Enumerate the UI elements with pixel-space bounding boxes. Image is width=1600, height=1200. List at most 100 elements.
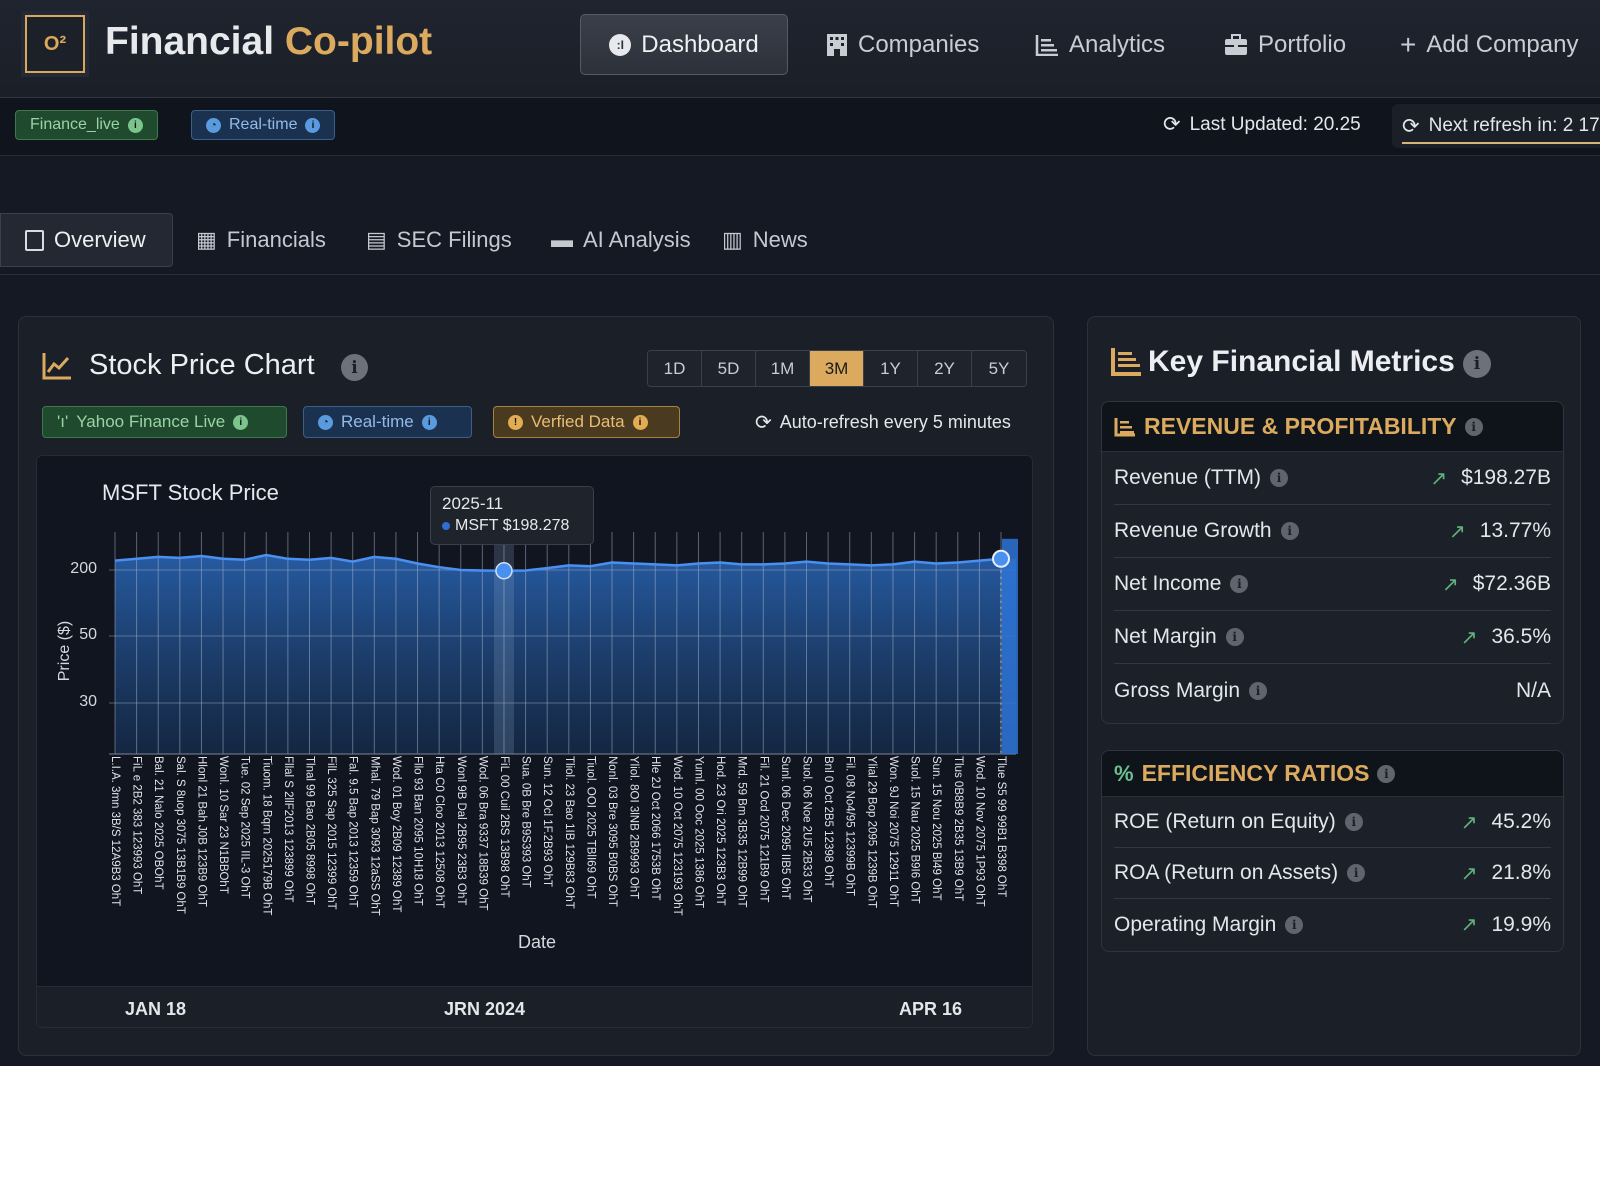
trend-up-icon: ↗: [1449, 520, 1466, 543]
highlighted-point[interactable]: [495, 562, 513, 580]
info-icon[interactable]: i: [632, 414, 648, 430]
trend-up-icon: ↗: [1460, 862, 1478, 885]
x-tick-label: L.I.A. 3mn 3B/S 12A9B3 OhT: [109, 756, 121, 907]
range-1d-button[interactable]: 1D: [648, 351, 702, 386]
navigator-mid-label: JRN 2024: [444, 999, 526, 1019]
stock-chart[interactable]: [37, 456, 1033, 1028]
info-icon[interactable]: i: [1249, 681, 1268, 700]
info-icon[interactable]: i: [1230, 575, 1249, 593]
range-5d-button[interactable]: 5D: [702, 351, 756, 386]
range-2y-button[interactable]: 2Y: [918, 351, 972, 386]
metric-label: ROA (Return on Assets): [1114, 861, 1339, 884]
stock-card-title: Stock Price Chart: [89, 349, 315, 381]
metric-row: Gross Margin i N/A: [1114, 664, 1551, 717]
calculator-icon: ▦: [196, 227, 217, 252]
metric-value: 36.5%: [1491, 625, 1551, 648]
range-selector: 1D 5D 1M 3M 1Y 2Y 5Y: [647, 350, 1027, 387]
x-tick-label: FilL 325 Sap 2015 12399 OhT: [325, 756, 338, 910]
metric-label: Net Income: [1114, 572, 1222, 595]
info-icon[interactable]: i: [421, 414, 437, 430]
x-tick-label: Sun. 15 Nou 2025 Bl49 OhT: [930, 756, 943, 901]
x-tick-label: Yuml. 00 Ooc 2025 1386 OhT: [692, 756, 705, 909]
efficiency-ratios-section: % EFFICIENCY RATIOS i ROE (Return on Equi…: [1101, 750, 1564, 952]
app-title: Financial Co-pilot: [105, 20, 432, 64]
section-header: REVENUE & PROFITABILITY i: [1102, 402, 1563, 452]
chart-title: MSFT Stock Price: [102, 480, 279, 505]
x-tick-label: Sal. S 8uop 3075 13B1B9 OhT: [173, 756, 186, 914]
x-tick-label: Fal. 9.5 Bap 2013 12359 OhT: [346, 756, 359, 908]
trend-up-icon: ↗: [1460, 811, 1478, 834]
metric-label: ROE (Return on Equity): [1114, 810, 1336, 833]
info-icon[interactable]: i: [341, 354, 368, 381]
range-1m-button[interactable]: 1M: [756, 351, 810, 386]
logo[interactable]: O²: [25, 15, 85, 73]
metric-row: Revenue Growth i ↗ 13.77%: [1114, 505, 1551, 558]
info-icon[interactable]: i: [127, 117, 143, 133]
x-tick-label: FiL e 2B2 383 123993 OhT: [130, 756, 143, 895]
info-icon[interactable]: i: [1344, 813, 1363, 831]
x-tick-label: Bal. 21 Nalo 2025 OBOhT: [152, 756, 165, 890]
x-tick-label: Sua. 0B Bre B9S393 OhT: [519, 756, 532, 888]
app-root: O² Financial Co-pilot :I Dashboard Compa…: [0, 0, 1600, 1066]
info-icon[interactable]: i: [1347, 864, 1366, 882]
x-tick-label: Tiuom. 18 Bqrn 2025179B OhT: [260, 756, 273, 916]
nav-dashboard[interactable]: :I Dashboard: [580, 14, 788, 75]
info-icon[interactable]: i: [1285, 915, 1304, 934]
plus-icon: +: [1400, 28, 1417, 60]
info-icon[interactable]: i: [1463, 350, 1491, 378]
info-icon[interactable]: i: [1225, 628, 1244, 646]
finance-live-badge: Finance_live i: [15, 110, 158, 140]
info-icon[interactable]: i: [1464, 417, 1483, 436]
tab-news-label: News: [752, 227, 808, 252]
x-tick-label: Hta C0 Cloo 2013 12508 OhT: [433, 756, 446, 909]
nav-companies[interactable]: Companies: [826, 14, 979, 75]
nav-analytics[interactable]: Analytics: [1035, 14, 1165, 75]
metric-label: Gross Margin: [1114, 678, 1241, 702]
nav-dashboard-label: Dashboard: [641, 30, 759, 58]
square-icon: [25, 229, 44, 251]
metric-value: 19.9%: [1491, 912, 1551, 936]
info-icon[interactable]: i: [233, 414, 249, 430]
x-tick-label: Mhal. 79 Bap 3093 12aSS OhT: [368, 756, 381, 916]
metric-value: N/A: [1515, 678, 1551, 702]
x-tick-label: Ylial 29 Bop 2095 1239B OhT: [865, 756, 878, 909]
status-bar: Finance_live i ◔ Real-time i ⟳ Last Updated:…: [0, 98, 1600, 156]
tab-ai-analysis[interactable]: ▬ AI Analysis: [551, 213, 691, 267]
x-tick-label: Fllo 93 Ban 2095 10H18 OhT: [411, 756, 424, 906]
tab-sec-filings[interactable]: ▤ SEC Filings: [366, 213, 512, 267]
latest-point[interactable]: [992, 549, 1010, 568]
last-updated: ⟳ Last Updated: 20.25: [1163, 112, 1361, 137]
info-icon[interactable]: i: [305, 117, 321, 133]
section-header: % EFFICIENCY RATIOS i: [1102, 751, 1563, 797]
metric-value: 13.77%: [1479, 519, 1551, 542]
nav-companies-label: Companies: [858, 30, 980, 58]
x-tick-label: Hle 2J Oct 2066 1753B OhT: [649, 756, 662, 901]
range-3m-button[interactable]: 3M: [810, 351, 864, 386]
y-axis-label: Price ($): [56, 620, 73, 682]
range-5y-button[interactable]: 5Y: [972, 351, 1026, 386]
refresh-icon: ⟳: [1163, 113, 1181, 136]
auto-refresh-text: Auto-refresh every 5 minutes: [779, 412, 1011, 432]
range-1y-button[interactable]: 1Y: [864, 351, 918, 386]
nav-portfolio[interactable]: Portfolio: [1224, 14, 1346, 75]
info-icon[interactable]: i: [1270, 469, 1289, 487]
x-axis-label: Date: [517, 932, 557, 952]
info-icon[interactable]: i: [1280, 522, 1299, 540]
metric-label: Revenue (TTM): [1114, 466, 1262, 489]
tooltip-date: 2025-11: [442, 494, 504, 513]
x-tick-label: Wod. 10 Oct 2075 123193 OhT: [670, 756, 683, 916]
metric-row: ROA (Return on Assets) i ↗ 21.8%: [1114, 848, 1551, 899]
check-icon: !: [508, 414, 523, 430]
nav-add-company[interactable]: + Add Company: [1400, 14, 1578, 75]
info-icon[interactable]: i: [1377, 764, 1396, 783]
x-tick-label: Tlus 0B8B9 2B35 13B9 OhT: [951, 756, 964, 902]
tab-overview[interactable]: Overview: [0, 213, 173, 267]
last-updated-text: Last Updated: 20.25: [1189, 113, 1361, 135]
tab-financials[interactable]: ▦ Financials: [196, 213, 326, 267]
tab-overview-label: Overview: [54, 227, 146, 252]
x-tick-label: Hod. 23 Ori 2025 123B3 OhT: [714, 756, 727, 906]
x-tick-label: Wod. 06 Bra 9337 18B39 OhT: [476, 756, 489, 911]
realtime-label: Real-time: [229, 116, 298, 133]
range-navigator[interactable]: JAN 18 JRN 2024 APR 16: [37, 986, 1032, 1027]
tab-news[interactable]: ▥ News: [722, 213, 808, 267]
